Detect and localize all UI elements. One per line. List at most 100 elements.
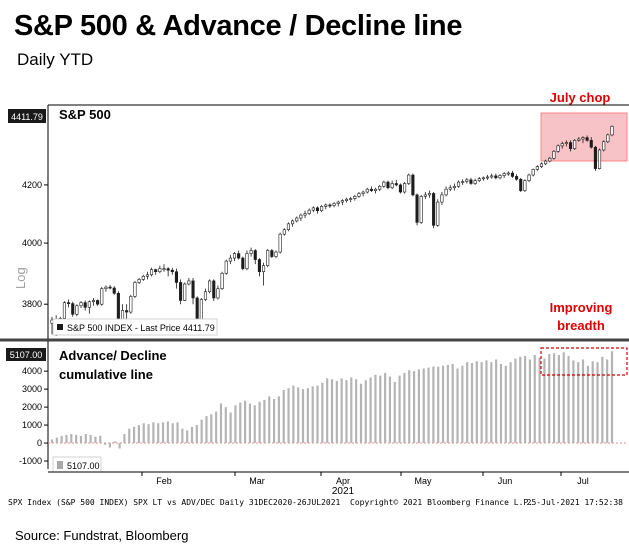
ad-y-tick-label: -1000 [19,456,42,466]
ad-bar [417,369,420,444]
july-chop-label: July chop [550,90,611,105]
legend-candle-swatch [57,324,63,330]
candle-body [390,183,394,189]
page-subtitle: Daily YTD [17,50,94,69]
candle-body [544,160,548,165]
ad-bar [210,414,213,444]
ad-bar [596,362,599,444]
ad-bar [466,362,469,444]
chart-area: July chop 4411.79 S&P 500 Log 4200 4000 38… [0,90,629,507]
ad-bar [586,365,589,444]
candle-body [315,207,320,212]
ad-bar [205,416,208,444]
ad-bar [557,354,560,444]
candle-body [150,269,154,276]
candle-body [195,297,199,322]
ad-bar [499,363,503,444]
ad-bar [166,421,169,444]
candle-body [568,142,573,149]
ad-last-value: 5107.00 [10,350,43,360]
ad-bar [253,405,256,444]
ad-bar [374,374,377,444]
ad-y-ticks: 4000 3000 2000 1000 0 -1000 [19,366,48,466]
ad-bar [89,434,92,444]
candle-body [232,253,237,259]
candle-body [577,138,581,141]
candle-body [332,203,336,206]
ad-bar [601,356,604,444]
candle-body [137,279,141,283]
candle-body [573,140,577,149]
candle-body [552,151,556,159]
candle-body [510,172,514,177]
x-tick-label: Feb [156,476,172,486]
log-axis-label: Log [13,267,28,289]
ad-y-tick-label: 1000 [22,420,42,430]
ad-bar [610,351,614,444]
ad-bar [461,365,464,444]
candle-body [208,280,212,293]
candle-body [228,257,232,262]
candle-body [120,310,125,321]
source-note: Source: Fundstrat, Bloomberg [15,528,189,543]
ad-panel-title-2: cumulative line [59,367,153,382]
candle-body [490,175,494,178]
candle-body [440,194,444,203]
candle-body [249,250,253,254]
candle-body [423,194,427,197]
candle-body [560,143,564,147]
ad-bar [403,372,406,444]
ad-bar [84,434,87,444]
candle-body [519,178,523,191]
ad-bar [79,435,83,444]
candle-body [461,181,465,183]
candle-body [183,283,187,301]
ad-bar [311,386,314,444]
ad-bar [485,360,488,444]
ad-bar [316,385,319,444]
candle-body [212,280,216,299]
ad-bar [118,443,121,449]
candle-body [477,178,481,181]
candle-body [486,176,490,179]
ad-bar [277,396,280,444]
candle-body [282,229,286,235]
candle-body [75,305,79,315]
ad-bar [495,359,498,444]
candle-body [386,181,390,189]
ad-bar [388,376,392,444]
candle-body [535,166,539,170]
candle-body [270,250,274,257]
improving-breadth-label-1: Improving [550,300,613,315]
candle-body [539,163,544,167]
last-price-value: 4411.79 [11,112,43,122]
ad-bar [171,423,174,444]
ad-bar [195,425,198,444]
ad-bar [152,422,155,444]
x-tick-label: Jul [577,476,589,486]
candle-body [216,288,220,299]
price-legend: S&P 500 INDEX - Last Price 4411.79 [52,318,218,336]
candle-body [353,196,357,199]
candle-body [154,269,158,273]
ad-bar [384,372,387,444]
candle-body [344,198,349,201]
ad-bar [567,355,570,444]
x-tick-label: May [414,476,432,486]
candle-body [411,174,415,196]
ad-bar [606,359,609,444]
candle-body [581,137,585,140]
ad-bar [128,428,131,444]
ad-bar [186,430,189,444]
ad-bar [480,362,483,444]
candle-body [100,288,104,305]
ad-bar [514,358,517,444]
ad-bar [369,377,372,444]
price-panel-title: S&P 500 [59,107,111,122]
ad-bar [65,434,68,444]
ad-bar [142,423,145,444]
ad-bar [123,434,126,444]
candle-body [606,134,610,143]
ad-bar [519,356,522,444]
candle-body [481,177,485,180]
